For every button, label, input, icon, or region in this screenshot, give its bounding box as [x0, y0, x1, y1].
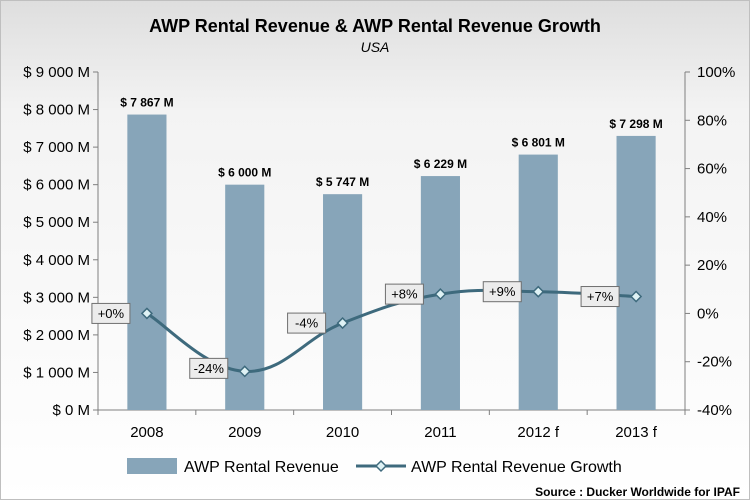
growth-marker — [238, 365, 251, 378]
left-axis-tick-label: $ 6 000 M — [23, 177, 90, 194]
bar — [127, 114, 167, 410]
legend-line-marker — [374, 459, 388, 473]
bar — [323, 194, 363, 410]
x-axis-tick-label: 2008 — [130, 424, 163, 441]
growth-label-box — [482, 281, 522, 303]
right-axis-tick-label: 20% — [697, 257, 727, 274]
growth-data-label: +8% — [391, 287, 418, 302]
growth-marker — [434, 288, 447, 301]
chart-title: AWP Rental Revenue & AWP Rental Revenue … — [149, 16, 601, 36]
growth-marker — [532, 285, 545, 298]
x-axis-tick-label: 2010 — [326, 424, 359, 441]
growth-data-label: -24% — [194, 361, 225, 376]
legend-line-label: AWP Rental Revenue Growth — [411, 459, 622, 476]
growth-marker — [630, 290, 643, 303]
bar-data-label: $ 7 298 M — [609, 117, 662, 131]
left-axis-tick-label: $ 9 000 M — [23, 64, 90, 81]
bar-data-label: $ 6 801 M — [512, 136, 565, 150]
right-axis-tick-label: 60% — [697, 161, 727, 178]
growth-label-box — [287, 312, 327, 334]
growth-label-box — [189, 357, 229, 379]
growth-marker — [336, 317, 349, 330]
growth-data-label: +9% — [489, 284, 516, 299]
right-axis-tick-label: -40% — [697, 402, 732, 419]
bar — [616, 135, 656, 410]
x-axis-tick-label: 2011 — [424, 424, 456, 441]
growth-data-label: +7% — [587, 289, 614, 304]
growth-label-box — [91, 302, 131, 324]
x-axis-tick-label: 2012 f — [517, 424, 560, 441]
x-axis-tick-label: 2009 — [228, 424, 261, 441]
growth-data-label: -4% — [295, 316, 319, 331]
right-axis-tick-label: -20% — [697, 354, 732, 371]
x-axis-tick-label: 2013 f — [615, 424, 658, 441]
left-axis-tick-label: $ 7 000 M — [23, 139, 90, 156]
right-axis-tick-label: 40% — [697, 209, 727, 226]
bar-data-label: $ 6 000 M — [218, 166, 271, 180]
right-axis-tick-label: 100% — [697, 64, 735, 81]
growth-marker — [140, 307, 153, 320]
left-axis-tick-label: $ 3 000 M — [23, 289, 90, 306]
left-axis-tick-label: $ 0 M — [52, 402, 90, 419]
left-axis-tick-label: $ 5 000 M — [23, 214, 90, 231]
bar-data-label: $ 7 867 M — [120, 96, 173, 110]
legend-bar-label: AWP Rental Revenue — [184, 459, 339, 476]
left-axis-tick-label: $ 1 000 M — [23, 364, 90, 381]
bar-data-label: $ 6 229 M — [414, 157, 467, 171]
left-axis-tick-label: $ 8 000 M — [23, 102, 90, 119]
growth-label-box — [580, 286, 620, 308]
right-axis-tick-label: 0% — [697, 305, 719, 322]
right-axis-tick-label: 80% — [697, 112, 727, 129]
left-axis-tick-label: $ 4 000 M — [23, 252, 90, 269]
legend-bar-swatch — [127, 458, 177, 474]
growth-label-box — [384, 283, 424, 305]
growth-data-label: +0% — [98, 306, 125, 321]
source-note: Source : Ducker Worldwide for IPAF — [535, 485, 740, 499]
left-axis-tick-label: $ 2 000 M — [23, 327, 90, 344]
bar-data-label: $ 5 747 M — [316, 175, 369, 189]
bar — [518, 154, 558, 410]
chart-subtitle: USA — [361, 39, 390, 55]
